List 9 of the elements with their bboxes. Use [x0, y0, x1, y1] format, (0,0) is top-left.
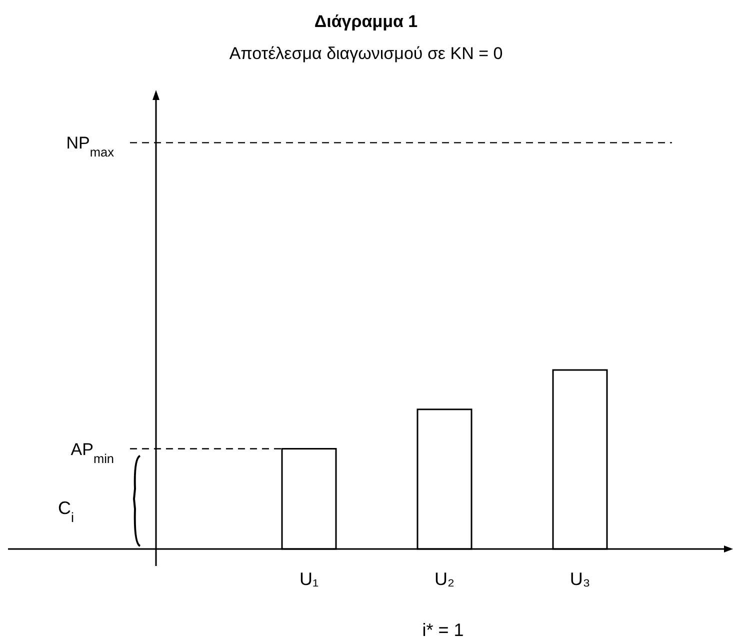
x-tick-label: U₂ [434, 569, 454, 589]
text: i* = 1 [422, 620, 464, 640]
text: C$_{i}$ [58, 498, 74, 524]
chart-title: Διάγραμμα 1 [314, 12, 418, 31]
ref-line-label: NP$_{max}$ [66, 134, 115, 160]
chart-subtitle: Αποτέλεσμα διαγωνισμού σε KN = 0 [229, 44, 503, 63]
ref-line-label: AP$_{min}$ [70, 440, 114, 466]
x-tick-label: U₃ [570, 569, 590, 589]
x-tick-label: U₁ [299, 569, 319, 589]
